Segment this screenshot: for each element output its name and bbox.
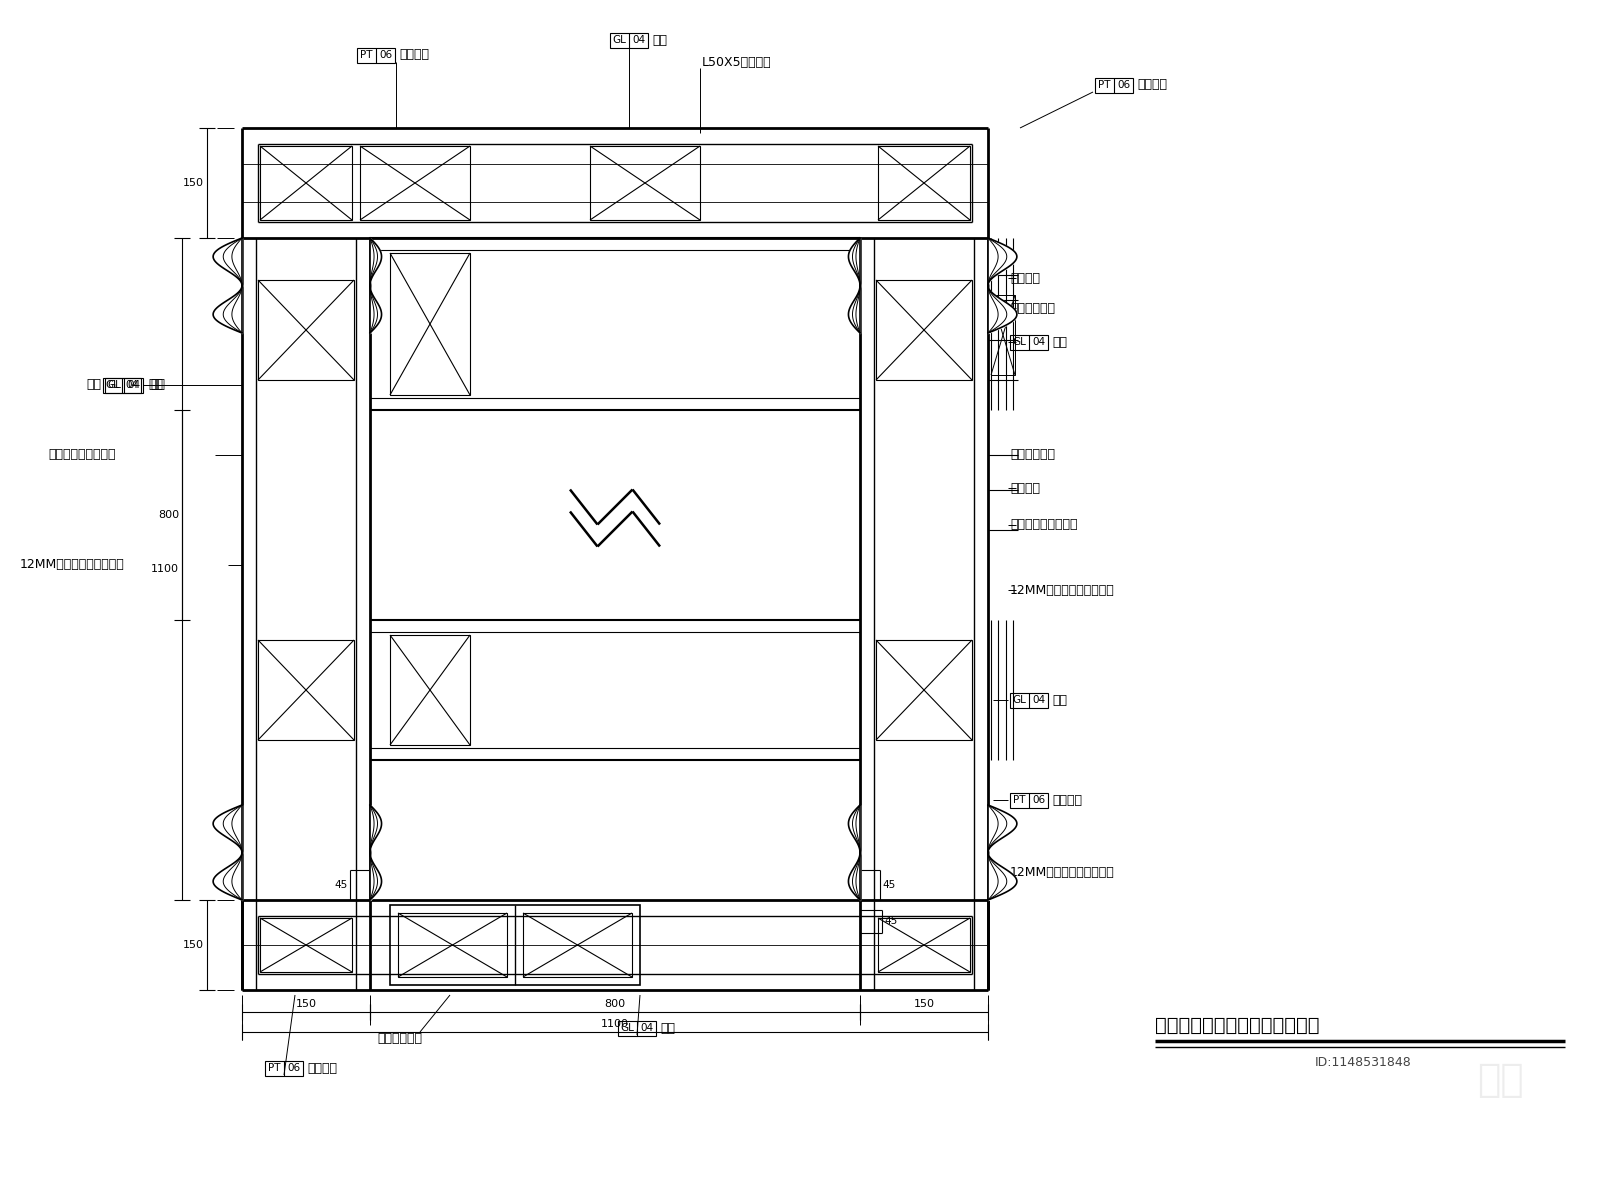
Text: 打玻璃胶: 打玻璃胶 xyxy=(1010,481,1040,494)
Text: 1100: 1100 xyxy=(602,1019,629,1030)
Text: 12MM底板（背油防火漆）: 12MM底板（背油防火漆） xyxy=(1010,865,1115,878)
Text: 知末: 知末 xyxy=(1477,1061,1523,1099)
Bar xyxy=(590,147,701,220)
Text: 玻璃: 玻璃 xyxy=(653,33,667,46)
Text: 45: 45 xyxy=(882,881,896,890)
Bar xyxy=(878,147,970,220)
Text: 150: 150 xyxy=(182,178,205,188)
Text: 800: 800 xyxy=(158,509,179,520)
Text: 实木线条: 实木线条 xyxy=(1053,793,1082,806)
Text: 04: 04 xyxy=(125,379,138,390)
Text: PT: PT xyxy=(360,50,373,60)
Text: 06: 06 xyxy=(379,50,392,60)
Text: 玻璃: 玻璃 xyxy=(86,378,101,391)
Text: 1100: 1100 xyxy=(150,564,179,574)
Text: 12MM底板（背油防火漆）: 12MM底板（背油防火漆） xyxy=(19,559,125,572)
Text: 06: 06 xyxy=(286,1063,301,1073)
Bar xyxy=(259,918,352,972)
Bar xyxy=(878,918,970,972)
Text: 150: 150 xyxy=(296,999,317,1009)
Bar xyxy=(877,639,973,740)
Bar xyxy=(357,47,395,63)
Text: PT: PT xyxy=(269,1063,280,1073)
Text: 木方（面油防火漆）: 木方（面油防火漆） xyxy=(1010,519,1077,532)
Bar xyxy=(390,635,470,745)
Text: 12MM底板（背油防火漆）: 12MM底板（背油防火漆） xyxy=(1010,584,1115,597)
Bar xyxy=(258,639,354,740)
Text: 防火卷帘轨道: 防火卷帘轨道 xyxy=(378,1032,422,1045)
Text: 04: 04 xyxy=(126,379,141,390)
Bar xyxy=(1094,78,1133,92)
Bar xyxy=(106,377,142,392)
Text: GL: GL xyxy=(613,35,627,45)
Text: 04: 04 xyxy=(1032,695,1045,704)
Text: 150: 150 xyxy=(914,999,934,1009)
Text: 04: 04 xyxy=(632,35,645,45)
Bar xyxy=(390,905,640,985)
Text: 800: 800 xyxy=(605,999,626,1009)
Text: GL: GL xyxy=(1013,695,1027,704)
Bar xyxy=(390,253,470,395)
Text: L50X5镀锌角钢: L50X5镀锌角钢 xyxy=(702,56,771,69)
Text: 150: 150 xyxy=(182,940,205,950)
Text: 玻璃: 玻璃 xyxy=(661,1021,675,1034)
Text: PT: PT xyxy=(1098,80,1110,90)
Text: 实木线条: 实木线条 xyxy=(398,48,429,61)
Bar xyxy=(1010,693,1048,708)
Bar xyxy=(990,296,1014,375)
Text: 木方（面油防火漆）: 木方（面油防火漆） xyxy=(48,448,115,461)
Text: 实木线条: 实木线条 xyxy=(1138,78,1166,91)
Bar xyxy=(618,1020,656,1035)
Bar xyxy=(877,280,973,379)
Text: 玻璃: 玻璃 xyxy=(1053,694,1067,707)
Text: 玻璃: 玻璃 xyxy=(147,378,163,391)
Bar xyxy=(259,147,352,220)
Bar xyxy=(360,147,470,220)
Text: GL: GL xyxy=(107,379,122,390)
Text: 防火卷帘轨道: 防火卷帘轨道 xyxy=(1010,301,1054,314)
Text: 45: 45 xyxy=(334,881,349,890)
Text: 06: 06 xyxy=(1117,80,1130,90)
Text: 防火卷帘轨道: 防火卷帘轨道 xyxy=(1010,448,1054,461)
Text: 04: 04 xyxy=(1032,337,1045,348)
Bar xyxy=(1010,335,1048,350)
Bar xyxy=(610,32,648,47)
Text: 04: 04 xyxy=(640,1022,653,1033)
Text: 实木线条: 实木线条 xyxy=(307,1061,338,1074)
Text: 防火卷帘: 防火卷帘 xyxy=(1010,272,1040,285)
Text: 45: 45 xyxy=(883,916,898,926)
Text: 二层中餐包房（一）柱子大样图: 二层中餐包房（一）柱子大样图 xyxy=(1155,1015,1320,1034)
Text: 06: 06 xyxy=(1032,795,1045,805)
Bar xyxy=(1010,792,1048,807)
Text: 玻璃: 玻璃 xyxy=(150,378,165,391)
Text: PT: PT xyxy=(1013,795,1026,805)
Text: GL: GL xyxy=(106,379,120,390)
Bar xyxy=(398,913,507,978)
Bar xyxy=(266,1060,302,1076)
Text: GL: GL xyxy=(621,1022,635,1033)
Text: ID:1148531848: ID:1148531848 xyxy=(1315,1057,1411,1070)
Text: GL: GL xyxy=(1013,337,1027,348)
Bar xyxy=(102,377,141,392)
Text: 玻璃: 玻璃 xyxy=(1053,336,1067,349)
Bar xyxy=(523,913,632,978)
Bar xyxy=(258,280,354,379)
